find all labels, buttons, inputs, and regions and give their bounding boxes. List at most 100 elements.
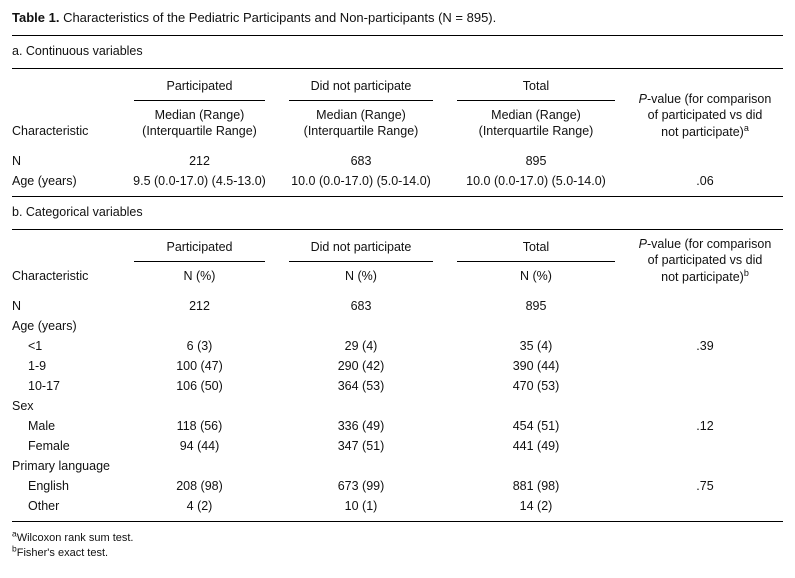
sub-header-row: Characteristic Median (Range) (Interquart… — [12, 101, 783, 147]
row-label: N — [12, 299, 22, 313]
table-row: <1 6 (3) 29 (4) 35 (4) .39 — [12, 336, 783, 356]
cell-value: 470 (53) — [512, 379, 560, 393]
cell-value — [627, 356, 783, 376]
group-header-row: Participated Did not participate Total P… — [12, 69, 783, 139]
cell-value — [122, 456, 277, 476]
cell-value: .39 — [696, 339, 714, 353]
group-header-row: Participated Did not participate Total P… — [12, 230, 783, 284]
col-group-total: Total — [445, 230, 627, 262]
row-label: 10-17 — [28, 379, 60, 393]
row-label: Other — [28, 499, 60, 513]
cell-value: 14 (2) — [519, 499, 553, 513]
cell-value — [627, 316, 783, 336]
table-row: N 212 683 895 — [12, 292, 783, 316]
cell-value: .12 — [696, 419, 714, 433]
categorical-variables-table: Participated Did not participate Total P… — [12, 230, 783, 522]
subheader-participated: N (%) — [183, 269, 216, 283]
row-label: N — [12, 154, 22, 168]
cell-value: 6 (3) — [186, 339, 213, 353]
table-title: Table 1. Characteristics of the Pediatri… — [12, 8, 783, 36]
col-group-did-not-participate: Did not participate — [277, 69, 445, 101]
cell-value: 100 (47) — [176, 359, 223, 373]
cell-value: 10 (1) — [344, 499, 378, 513]
footnote-a: aWilcoxon rank sum test. — [12, 528, 783, 546]
col-group-label: Participated — [134, 240, 265, 262]
cell-value — [627, 147, 783, 171]
cell-value — [445, 396, 627, 416]
pvalue-header-line2: of participated vs did — [647, 253, 763, 267]
table-row: Primary language — [12, 456, 783, 476]
section-a-label: a. Continuous variables — [12, 36, 783, 69]
cell-value — [627, 436, 783, 456]
cell-value: 347 (51) — [337, 439, 385, 453]
cell-value: 881 (98) — [512, 479, 560, 493]
paper-table-page: Table 1. Characteristics of the Pediatri… — [12, 8, 783, 561]
pvalue-header-line2: of participated vs did — [647, 108, 763, 122]
footnote-b: bFisher's exact test. — [12, 544, 783, 561]
pvalue-column-header: P-value (for comparison of participated … — [627, 69, 783, 147]
footnote-b-text: Fisher's exact test. — [16, 547, 109, 559]
row-label: Age (years) — [12, 319, 77, 333]
pvalue-header-line1: P-value (for comparison — [638, 91, 772, 106]
cell-value: .75 — [696, 479, 714, 493]
table-row: Sex — [12, 396, 783, 416]
table-b-header: Participated Did not participate Total P… — [12, 230, 783, 292]
row-label: <1 — [28, 339, 43, 353]
cell-value: 673 (99) — [337, 479, 385, 493]
footnote-a-text: Wilcoxon rank sum test. — [16, 532, 134, 544]
header-spacer — [12, 69, 122, 101]
footnote-ref-b: b — [743, 267, 749, 278]
row-label: Male — [28, 419, 56, 433]
subheader-total: Median (Range) (Interquartile Range) — [478, 108, 594, 138]
cell-value: 118 (56) — [176, 419, 223, 433]
table-row: N 212 683 895 — [12, 147, 783, 171]
table-row: English 208 (98) 673 (99) 881 (98) .75 — [12, 476, 783, 496]
cell-value: 10.0 (0.0-17.0) (5.0-14.0) — [466, 174, 606, 188]
table-title-text: Characteristics of the Pediatric Partici… — [59, 10, 497, 25]
subheader-did-not-participate: Median (Range) (Interquartile Range) — [303, 108, 419, 138]
cell-value — [627, 496, 783, 522]
cell-value: .06 — [696, 174, 714, 188]
sub-header-row: Characteristic N (%) N (%) N (%) — [12, 262, 783, 292]
continuous-variables-table: Participated Did not participate Total P… — [12, 69, 783, 197]
table-row: Age (years) 9.5 (0.0-17.0) (4.5-13.0) 10.0… — [12, 171, 783, 197]
table-footnotes: aWilcoxon rank sum test. bFisher's exact… — [12, 522, 783, 561]
col-group-label: Total — [457, 240, 615, 262]
table-row: Other 4 (2) 10 (1) 14 (2) — [12, 496, 783, 522]
row-label: 1-9 — [28, 359, 47, 373]
section-b-label: b. Categorical variables — [12, 197, 783, 230]
cell-value: 94 (44) — [179, 439, 220, 453]
footnote-a-marker: a — [12, 528, 17, 539]
row-label: English — [28, 479, 69, 493]
pvalue-header-line3: not participate)a — [661, 122, 749, 139]
subheader-participated: Median (Range) (Interquartile Range) — [142, 108, 257, 138]
subheader-did-not-participate: N (%) — [345, 269, 377, 283]
cell-value: 683 — [350, 299, 372, 313]
cell-value — [277, 316, 445, 336]
cell-value: 212 — [189, 154, 210, 168]
pvalue-column-header: P-value (for comparison of participated … — [627, 230, 783, 292]
cell-value: 35 (4) — [519, 339, 553, 353]
cell-value: 4 (2) — [186, 499, 213, 513]
cell-value: 336 (49) — [337, 419, 385, 433]
footnote-ref-a: a — [743, 122, 749, 133]
cell-value: 683 — [350, 154, 372, 168]
col-group-label: Participated — [134, 79, 265, 101]
table-row: 10-17 106 (50) 364 (53) 470 (53) — [12, 376, 783, 396]
pvalue-header-line1: P-value (for comparison — [638, 236, 772, 251]
cell-value: 9.5 (0.0-17.0) (4.5-13.0) — [133, 174, 266, 188]
table-b-body: N 212 683 895 Age (years) <1 6 (3) 29 (4) 35 (4)… — [12, 292, 783, 522]
table-row: Male 118 (56) 336 (49) 454 (51) .12 — [12, 416, 783, 436]
cell-value: 454 (51) — [512, 419, 560, 433]
cell-value — [627, 456, 783, 476]
table-row: Age (years) — [12, 316, 783, 336]
table-row: Female 94 (44) 347 (51) 441 (49) — [12, 436, 783, 456]
cell-value: 208 (98) — [176, 479, 223, 493]
cell-value: 895 — [525, 154, 547, 168]
row-label: Primary language — [12, 459, 110, 473]
row-label: Female — [28, 439, 70, 453]
col-group-participated: Participated — [122, 230, 277, 262]
cell-value: 895 — [525, 299, 547, 313]
cell-value — [277, 396, 445, 416]
cell-value — [627, 396, 783, 416]
